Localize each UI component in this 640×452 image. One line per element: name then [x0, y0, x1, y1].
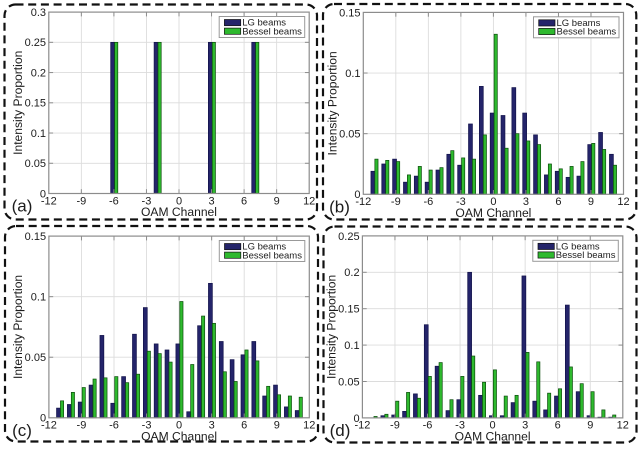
svg-text:-3: -3 [456, 196, 466, 208]
svg-text:0.05: 0.05 [25, 352, 46, 364]
svg-text:-12: -12 [41, 195, 57, 207]
svg-text:0: 0 [353, 413, 359, 425]
svg-text:0.05: 0.05 [339, 129, 360, 141]
svg-text:0: 0 [40, 188, 46, 200]
svg-text:0: 0 [40, 413, 46, 425]
svg-text:3: 3 [522, 420, 528, 432]
svg-text:-6: -6 [423, 420, 433, 432]
svg-text:0.15: 0.15 [339, 7, 360, 19]
svg-text:-3: -3 [142, 420, 152, 432]
svg-text:Intensity Proportion: Intensity Proportion [11, 51, 25, 155]
svg-text:Bessel beams: Bessel beams [242, 250, 302, 261]
svg-text:OAM Channel: OAM Channel [455, 429, 531, 443]
svg-text:0.2: 0.2 [31, 67, 46, 79]
svg-text:12: 12 [303, 420, 315, 432]
svg-text:-9: -9 [77, 420, 87, 432]
svg-text:(a): (a) [12, 197, 33, 216]
svg-text:-9: -9 [391, 196, 401, 208]
svg-text:0.2: 0.2 [344, 267, 359, 279]
svg-text:9: 9 [274, 195, 280, 207]
svg-text:0: 0 [176, 420, 182, 432]
svg-text:0.15: 0.15 [25, 98, 46, 110]
svg-text:Bessel beams: Bessel beams [242, 26, 302, 37]
svg-text:-9: -9 [76, 195, 86, 207]
svg-text:0.15: 0.15 [25, 231, 46, 243]
svg-text:-12: -12 [354, 420, 370, 432]
svg-text:12: 12 [617, 196, 629, 208]
svg-text:6: 6 [241, 195, 247, 207]
svg-text:-6: -6 [423, 196, 433, 208]
svg-text:0.05: 0.05 [25, 158, 46, 170]
svg-text:0: 0 [176, 195, 182, 207]
svg-text:Intensity Proportion: Intensity Proportion [324, 275, 338, 379]
svg-text:9: 9 [274, 420, 280, 432]
svg-text:-9: -9 [390, 420, 400, 432]
svg-text:OAM Channel: OAM Channel [455, 206, 531, 220]
svg-text:-6: -6 [109, 195, 119, 207]
svg-text:3: 3 [208, 195, 214, 207]
svg-text:6: 6 [241, 420, 247, 432]
svg-text:3: 3 [209, 420, 215, 432]
svg-text:9: 9 [588, 196, 594, 208]
svg-text:0: 0 [490, 196, 496, 208]
svg-text:-6: -6 [109, 420, 119, 432]
svg-text:(b): (b) [329, 197, 350, 216]
svg-text:0.1: 0.1 [31, 292, 46, 304]
svg-text:3: 3 [523, 196, 529, 208]
svg-text:0.15: 0.15 [338, 304, 359, 316]
svg-text:-3: -3 [455, 420, 465, 432]
svg-text:LG beams: LG beams [242, 18, 286, 29]
svg-text:LG beams: LG beams [556, 242, 600, 253]
svg-text:9: 9 [587, 420, 593, 432]
svg-text:0.25: 0.25 [338, 231, 359, 243]
svg-text:0.05: 0.05 [338, 376, 359, 388]
svg-text:OAM Channel: OAM Channel [141, 429, 217, 443]
svg-text:Intensity Proportion: Intensity Proportion [325, 51, 339, 155]
svg-text:-3: -3 [142, 195, 152, 207]
svg-text:LG beams: LG beams [557, 18, 601, 29]
svg-text:12: 12 [303, 195, 315, 207]
svg-text:-12: -12 [41, 420, 57, 432]
svg-text:Intensity Proportion: Intensity Proportion [11, 275, 25, 379]
svg-text:6: 6 [555, 196, 561, 208]
svg-text:0: 0 [490, 420, 496, 432]
svg-text:0: 0 [354, 189, 360, 201]
svg-text:0.1: 0.1 [345, 68, 360, 80]
svg-text:-12: -12 [355, 196, 371, 208]
svg-text:0.3: 0.3 [31, 7, 46, 19]
svg-text:Bessel beams: Bessel beams [556, 250, 616, 261]
svg-text:LG beams: LG beams [242, 242, 286, 253]
svg-text:0.25: 0.25 [25, 37, 46, 49]
svg-text:Bessel beams: Bessel beams [557, 27, 617, 38]
svg-text:12: 12 [617, 420, 629, 432]
svg-text:0.1: 0.1 [31, 128, 46, 140]
svg-text:6: 6 [555, 420, 561, 432]
svg-text:(c): (c) [12, 421, 32, 440]
svg-text:(d): (d) [330, 421, 351, 440]
svg-text:0.1: 0.1 [344, 340, 359, 352]
svg-text:OAM Channel: OAM Channel [141, 205, 217, 219]
